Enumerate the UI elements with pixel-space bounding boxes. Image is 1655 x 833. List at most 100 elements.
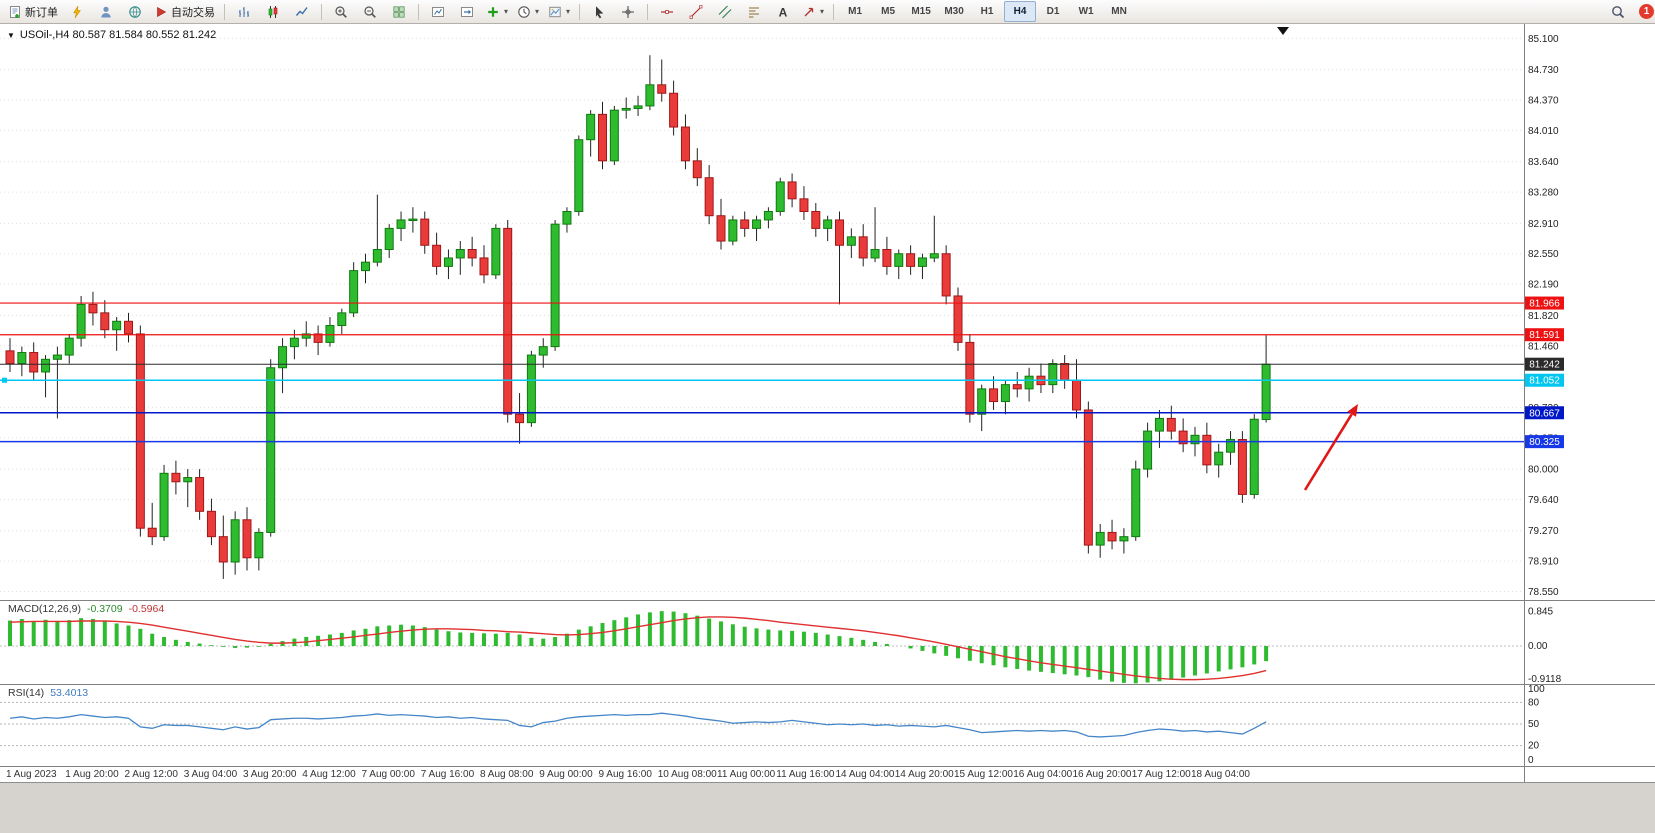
auto-trading-button[interactable]: 自动交易 [150,1,219,22]
collapse-arrow-icon[interactable]: ▼ [7,30,15,40]
macd-name: MACD(12,26,9) [8,603,81,615]
timeframe-m5-button[interactable]: M5 [881,6,896,17]
timeframe-d1-button[interactable]: D1 [1046,6,1060,17]
svg-text:85.100: 85.100 [1528,34,1559,45]
tile-windows-button[interactable] [385,1,413,22]
fibonacci-icon [747,5,761,19]
zoom-out-icon [363,5,377,19]
horizontal-line-button[interactable] [653,1,681,22]
trend-arrow-annotation[interactable] [1303,404,1358,491]
trendline-button[interactable] [682,1,710,22]
svg-text:84.010: 84.010 [1528,126,1559,137]
time-label: 15 Aug 12:00 [954,769,1013,780]
timeframe-mn-button[interactable]: MN [1111,6,1127,17]
macd-histogram [8,611,1269,684]
svg-text:81.591: 81.591 [1529,330,1560,341]
toolbar-left-group: 新订单 自动交易 ▾ ▾ ▾ A ▾ M1 M5 M15 M30 H1 H4 D1 W1 MN [4,1,1135,22]
auto-scroll-button[interactable] [453,1,481,22]
svg-text:78.910: 78.910 [1528,557,1559,568]
crosshair-button[interactable] [614,1,642,22]
shift-end-marker-icon[interactable] [1277,27,1289,35]
svg-text:81.052: 81.052 [1529,376,1560,387]
new-order-icon [8,5,22,19]
svg-text:79.640: 79.640 [1528,495,1559,506]
svg-text:80.667: 80.667 [1529,408,1560,419]
price-tag-81.591: 81.591 [1525,328,1564,342]
dropdown-caret-icon: ▾ [820,6,825,16]
time-label: 16 Aug 20:00 [1072,769,1132,780]
bar-chart-button[interactable] [230,1,258,22]
timeframe-h1-button[interactable]: H1 [980,6,994,17]
rsi-axis-label: 0 [1528,755,1534,766]
macd-axis-label: -0.9118 [1528,674,1562,684]
toolbar-separator [224,3,225,20]
svg-text:78.550: 78.550 [1528,587,1559,598]
svg-text:81.820: 81.820 [1528,311,1559,322]
channel-icon [718,5,732,19]
svg-text:82.550: 82.550 [1528,249,1559,260]
arrows-button[interactable]: ▾ [798,1,828,22]
time-label: 9 Aug 00:00 [539,769,593,780]
svg-text:81.242: 81.242 [1529,360,1560,371]
macd-signal-line [9,616,1267,681]
zoom-out-button[interactable] [356,1,384,22]
toolbar-separator [647,3,649,20]
templates-button[interactable]: ▾ [544,1,574,22]
rsi-panel-canvas[interactable]: 100 80 50 20 0 [0,684,1655,766]
time-label: 11 Aug 00:00 [717,769,776,780]
rsi-value: 53.4013 [50,687,89,699]
search-button[interactable] [1604,1,1632,22]
dropdown-caret-icon: ▾ [566,6,571,16]
template-icon [548,5,562,19]
notification-badge[interactable]: 1 [1639,4,1654,19]
globe-icon [128,5,142,19]
price-tag-80.667: 80.667 [1525,406,1564,420]
trendline-icon [689,4,703,19]
main-chart-canvas[interactable]: 85.100 84.730 84.370 84.010 83.640 83.280 82.9… [0,24,1655,600]
periods-button[interactable]: ▾ [513,1,543,22]
candlestick-chart-button[interactable] [259,1,287,22]
price-tag-80.325: 80.325 [1525,435,1564,449]
auto-trading-button-label: 自动交易 [171,6,215,19]
timeframe-w1-button[interactable]: W1 [1078,6,1094,17]
timeframe-m15-button[interactable]: M15 [911,6,931,17]
auto-scroll-icon [460,5,474,19]
rsi-axis-label: 100 [1528,684,1545,695]
time-label: 7 Aug 00:00 [361,769,415,780]
rsi-axis-label: 80 [1528,697,1540,708]
chart-shift-icon [431,5,445,19]
time-axis[interactable]: 1 Aug 2023 1 Aug 20:00 2 Aug 12:00 3 Aug 04… [0,766,1655,782]
fibonacci-button[interactable] [740,1,768,22]
zoom-in-icon [334,5,348,19]
arrow-draw-icon [802,5,816,19]
chart-window-button[interactable] [63,1,91,22]
search-icon [1611,5,1625,19]
zoom-in-button[interactable] [327,1,355,22]
new-order-button[interactable]: 新订单 [4,1,62,22]
hline-handle[interactable] [2,377,7,383]
community-button[interactable] [121,1,149,22]
accounts-button[interactable] [92,1,120,22]
rsi-name: RSI(14) [8,687,45,699]
user-icon [99,5,113,19]
line-chart-button[interactable] [288,1,316,22]
chart-shift-button[interactable] [424,1,452,22]
timeframe-h4-button[interactable]: H4 [1004,1,1037,22]
crosshair-icon [621,5,635,19]
text-button[interactable]: A [769,1,797,22]
price-axis[interactable]: 85.100 84.730 84.370 84.010 83.640 83.280 82.9… [1528,34,1559,598]
cursor-button[interactable] [585,1,613,22]
channel-button[interactable] [711,1,739,22]
time-label: 16 Aug 04:00 [1013,769,1073,780]
cursor-icon [592,5,606,19]
auto-play-icon [154,5,168,19]
add-indicator-button[interactable]: ▾ [482,1,512,22]
time-label: 14 Aug 04:00 [835,769,895,780]
macd-panel-canvas[interactable]: 0.845 0.00 -0.9118 [0,600,1655,684]
svg-text:80.000: 80.000 [1528,465,1559,476]
toolbar-separator [833,3,835,20]
timeframe-m30-button[interactable]: M30 [944,6,964,17]
svg-text:80.325: 80.325 [1529,437,1560,448]
svg-text:81.966: 81.966 [1529,299,1560,310]
timeframe-m1-button[interactable]: M1 [848,6,863,17]
